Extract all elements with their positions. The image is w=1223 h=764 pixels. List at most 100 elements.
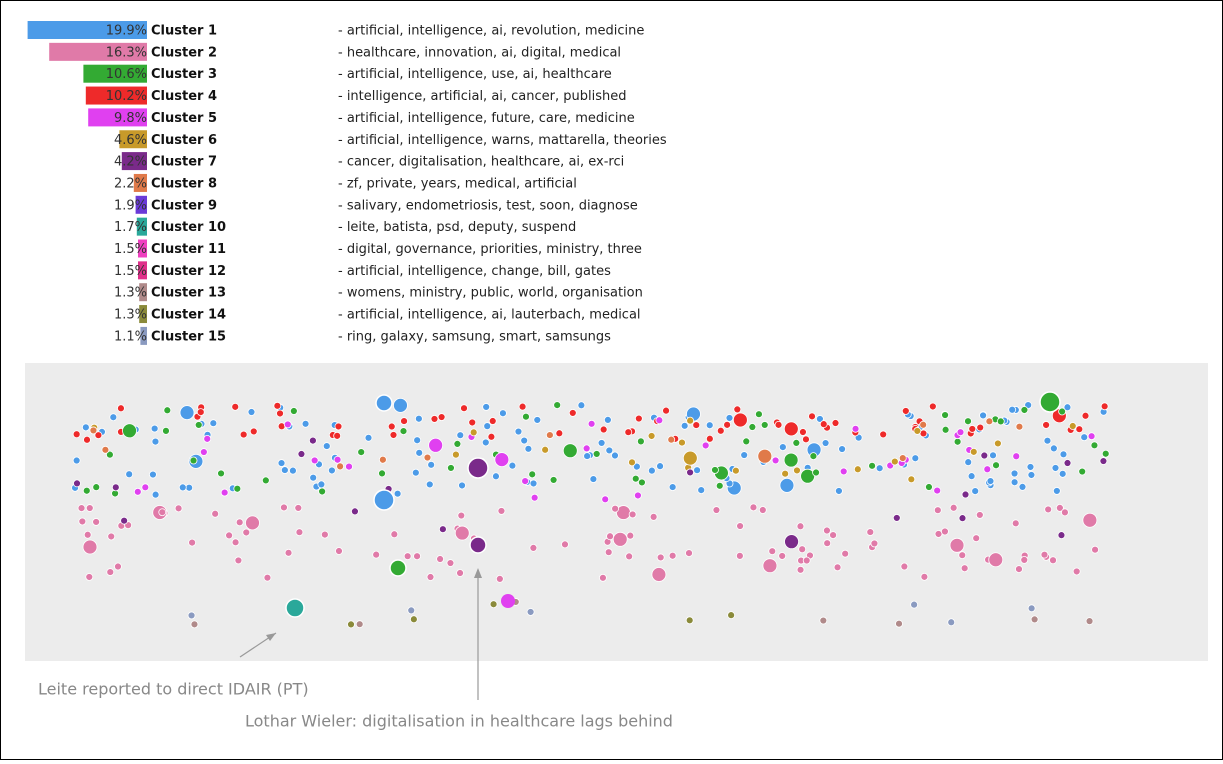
dot xyxy=(518,402,527,411)
dot xyxy=(716,426,725,435)
dot xyxy=(839,467,848,476)
dot xyxy=(778,552,787,560)
dot xyxy=(456,569,464,577)
dot xyxy=(109,413,118,422)
dot xyxy=(489,600,498,609)
dot xyxy=(1072,567,1081,576)
dot xyxy=(179,405,195,421)
dot xyxy=(1027,604,1036,613)
dot xyxy=(611,504,620,513)
keywords: - artificial, intelligence, warns, matta… xyxy=(338,133,667,148)
dot xyxy=(336,462,345,471)
dot xyxy=(1040,550,1049,559)
dot xyxy=(715,481,724,490)
keywords: - artificial, intelligence, future, care… xyxy=(338,111,635,126)
value-label: 4.2% xyxy=(114,155,147,170)
dot xyxy=(895,619,903,628)
dot xyxy=(968,425,977,433)
dot xyxy=(611,451,619,460)
dot xyxy=(375,394,393,412)
value-label: 10.6% xyxy=(106,67,147,82)
dot xyxy=(73,479,81,488)
dot xyxy=(901,407,910,415)
dot xyxy=(735,551,744,560)
dot xyxy=(411,468,420,477)
dot xyxy=(1030,615,1039,624)
bar xyxy=(138,261,147,280)
dot xyxy=(562,443,578,459)
dot xyxy=(425,480,434,489)
dot xyxy=(711,466,719,474)
category-label: Cluster 8 xyxy=(151,176,217,191)
dot xyxy=(231,402,240,411)
dot xyxy=(345,462,353,471)
dot xyxy=(529,479,538,488)
dot xyxy=(967,472,976,481)
dot xyxy=(188,538,196,547)
dot xyxy=(647,466,656,475)
dot xyxy=(481,438,490,447)
dot xyxy=(492,472,500,481)
dot xyxy=(217,469,225,478)
dot xyxy=(774,420,783,429)
bar xyxy=(133,173,147,192)
dot xyxy=(632,462,641,471)
dot xyxy=(742,437,751,446)
dot xyxy=(947,618,956,627)
dot xyxy=(812,468,820,477)
dot xyxy=(920,572,929,581)
dot xyxy=(1026,463,1035,471)
dot xyxy=(996,417,1005,426)
dot xyxy=(808,412,816,421)
dot xyxy=(1012,452,1021,461)
dot xyxy=(310,456,319,465)
keywords: - artificial, intelligence, ai, revoluti… xyxy=(338,24,644,39)
dot xyxy=(961,490,970,499)
dot xyxy=(1018,483,1027,491)
dot xyxy=(438,525,447,534)
dot xyxy=(701,441,710,450)
dot xyxy=(993,439,1002,448)
value-label: 1.3% xyxy=(114,286,147,301)
dot xyxy=(273,401,282,410)
dot xyxy=(141,483,150,492)
dot xyxy=(497,507,506,515)
dot xyxy=(1085,617,1094,626)
dot xyxy=(762,558,778,574)
dot xyxy=(819,420,828,429)
dot xyxy=(553,401,562,409)
dot xyxy=(956,428,965,437)
dot xyxy=(953,437,962,446)
dot xyxy=(561,540,569,549)
dot xyxy=(612,531,628,547)
dot xyxy=(582,444,591,453)
dot xyxy=(351,507,359,516)
dot xyxy=(919,420,928,429)
dot xyxy=(725,414,734,422)
dot xyxy=(390,530,399,539)
dot xyxy=(457,511,466,520)
category-label: Cluster 14 xyxy=(151,308,226,323)
dot xyxy=(460,404,468,413)
dot xyxy=(83,435,91,444)
dot xyxy=(494,452,510,467)
bar xyxy=(135,195,147,214)
value-label: 9.8% xyxy=(114,111,147,126)
dot xyxy=(868,461,876,470)
dot xyxy=(501,594,515,608)
dot xyxy=(1049,556,1057,565)
dot xyxy=(163,406,172,415)
dot xyxy=(530,493,539,502)
dot xyxy=(925,483,933,491)
dot xyxy=(1020,556,1029,564)
dot xyxy=(521,477,530,485)
dot xyxy=(190,620,199,629)
bar xyxy=(119,130,147,149)
dot xyxy=(748,423,757,431)
dot xyxy=(235,518,244,527)
dot xyxy=(211,509,220,518)
dot xyxy=(599,573,607,582)
dot xyxy=(452,450,460,459)
dot xyxy=(158,508,167,517)
